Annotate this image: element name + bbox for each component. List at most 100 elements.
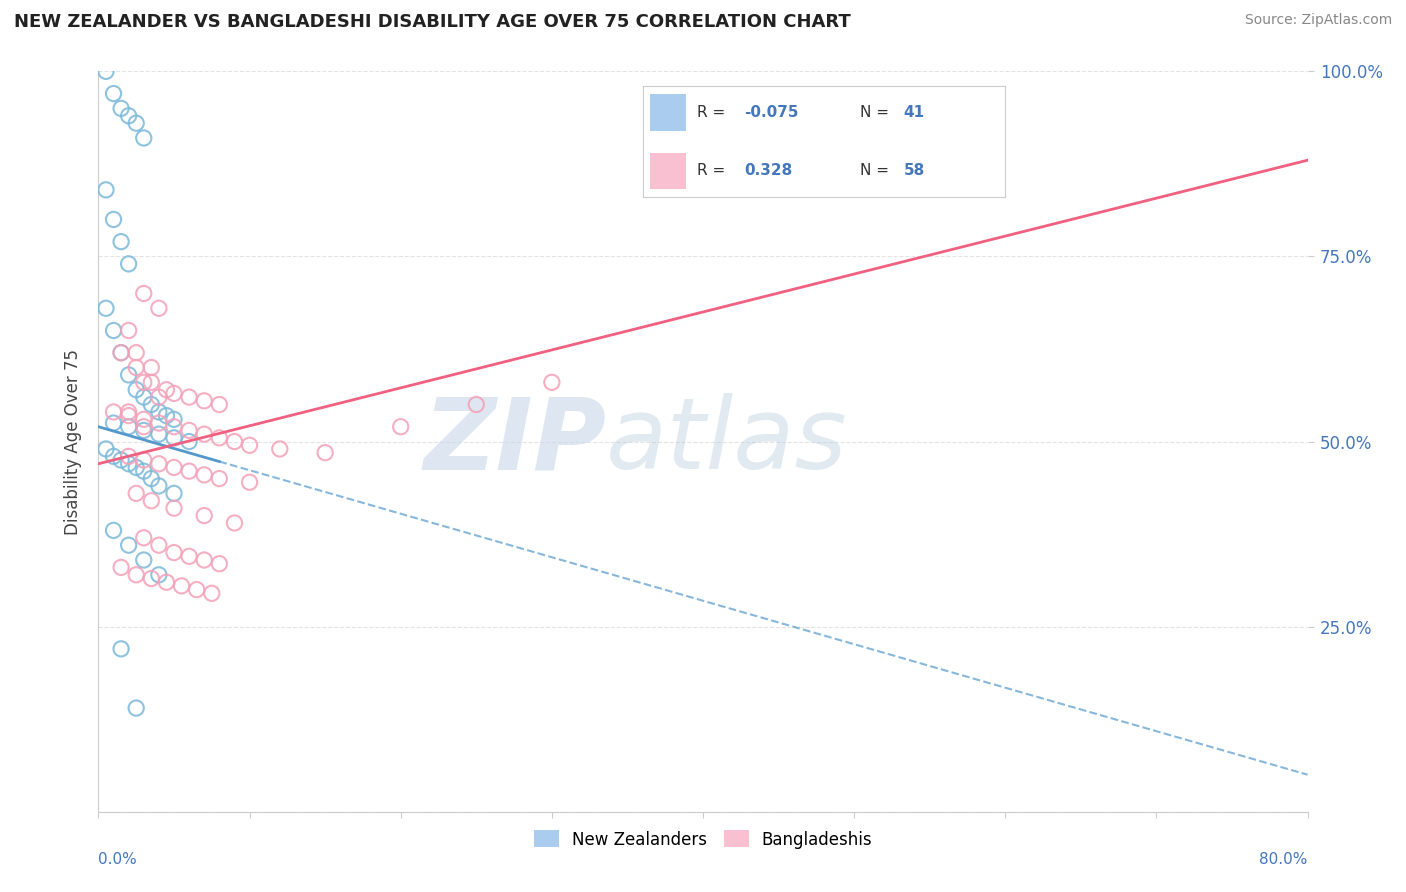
Point [141, 493, 163, 508]
Point [132, 453, 155, 467]
Legend: New Zealanders, Bangladeshis: New Zealanders, Bangladeshis [527, 823, 879, 855]
Point [132, 390, 155, 404]
Point [141, 376, 163, 390]
Point [163, 486, 186, 500]
Point [141, 472, 163, 486]
Point [125, 345, 148, 359]
Point [94, 442, 117, 456]
Point [148, 479, 170, 493]
Text: atlas: atlas [606, 393, 848, 490]
Point [132, 531, 155, 545]
Point [239, 475, 262, 490]
Point [132, 376, 155, 390]
Point [224, 516, 246, 530]
Point [103, 524, 125, 538]
Point [110, 641, 132, 656]
Text: Source: ZipAtlas.com: Source: ZipAtlas.com [1244, 13, 1392, 28]
Point [118, 368, 141, 382]
Point [118, 419, 141, 434]
Point [110, 345, 132, 359]
Point [118, 109, 141, 123]
Point [148, 405, 170, 419]
Point [224, 434, 246, 449]
Point [163, 546, 186, 560]
Point [163, 431, 186, 445]
Point [201, 586, 224, 600]
Point [208, 472, 231, 486]
Point [110, 560, 132, 574]
Point [193, 467, 215, 482]
Point [155, 575, 177, 590]
Point [155, 409, 177, 423]
Point [103, 416, 125, 430]
Point [163, 460, 186, 475]
Point [389, 419, 412, 434]
Point [155, 383, 177, 397]
Point [148, 416, 170, 430]
Point [148, 301, 170, 316]
Point [103, 87, 125, 101]
Point [540, 376, 562, 390]
Point [125, 116, 148, 130]
Point [125, 460, 148, 475]
Point [148, 538, 170, 552]
Text: 0.0%: 0.0% [98, 853, 138, 867]
Point [179, 390, 201, 404]
Point [118, 450, 141, 464]
Point [170, 579, 193, 593]
Point [132, 553, 155, 567]
Point [179, 434, 201, 449]
Point [132, 424, 155, 438]
Point [110, 102, 132, 116]
Point [269, 442, 291, 456]
Point [132, 412, 155, 426]
Point [132, 464, 155, 478]
Point [94, 64, 117, 78]
Point [179, 424, 201, 438]
Point [125, 360, 148, 375]
Point [148, 457, 170, 471]
Point [103, 324, 125, 338]
Point [314, 445, 336, 459]
Point [148, 567, 170, 582]
Point [94, 183, 117, 197]
Point [110, 235, 132, 249]
Point [141, 398, 163, 412]
Point [163, 501, 186, 516]
Point [239, 438, 262, 452]
Text: NEW ZEALANDER VS BANGLADESHI DISABILITY AGE OVER 75 CORRELATION CHART: NEW ZEALANDER VS BANGLADESHI DISABILITY … [14, 13, 851, 31]
Point [132, 286, 155, 301]
Point [132, 419, 155, 434]
Point [103, 450, 125, 464]
Point [103, 405, 125, 419]
Point [118, 257, 141, 271]
Point [193, 427, 215, 442]
Point [186, 582, 208, 597]
Point [118, 457, 141, 471]
Point [179, 464, 201, 478]
Point [132, 131, 155, 145]
Point [193, 553, 215, 567]
Point [125, 383, 148, 397]
Point [193, 393, 215, 408]
Point [118, 538, 141, 552]
Point [141, 572, 163, 586]
Text: ZIP: ZIP [423, 393, 606, 490]
Point [163, 419, 186, 434]
Point [125, 701, 148, 715]
Point [94, 301, 117, 316]
Point [208, 431, 231, 445]
Point [163, 386, 186, 401]
Point [118, 324, 141, 338]
Point [118, 405, 141, 419]
Point [110, 453, 132, 467]
Point [208, 557, 231, 571]
Point [163, 412, 186, 426]
Point [208, 398, 231, 412]
Point [179, 549, 201, 564]
Point [125, 486, 148, 500]
Point [193, 508, 215, 523]
Point [465, 398, 488, 412]
Point [148, 427, 170, 442]
Text: 80.0%: 80.0% [1260, 853, 1308, 867]
